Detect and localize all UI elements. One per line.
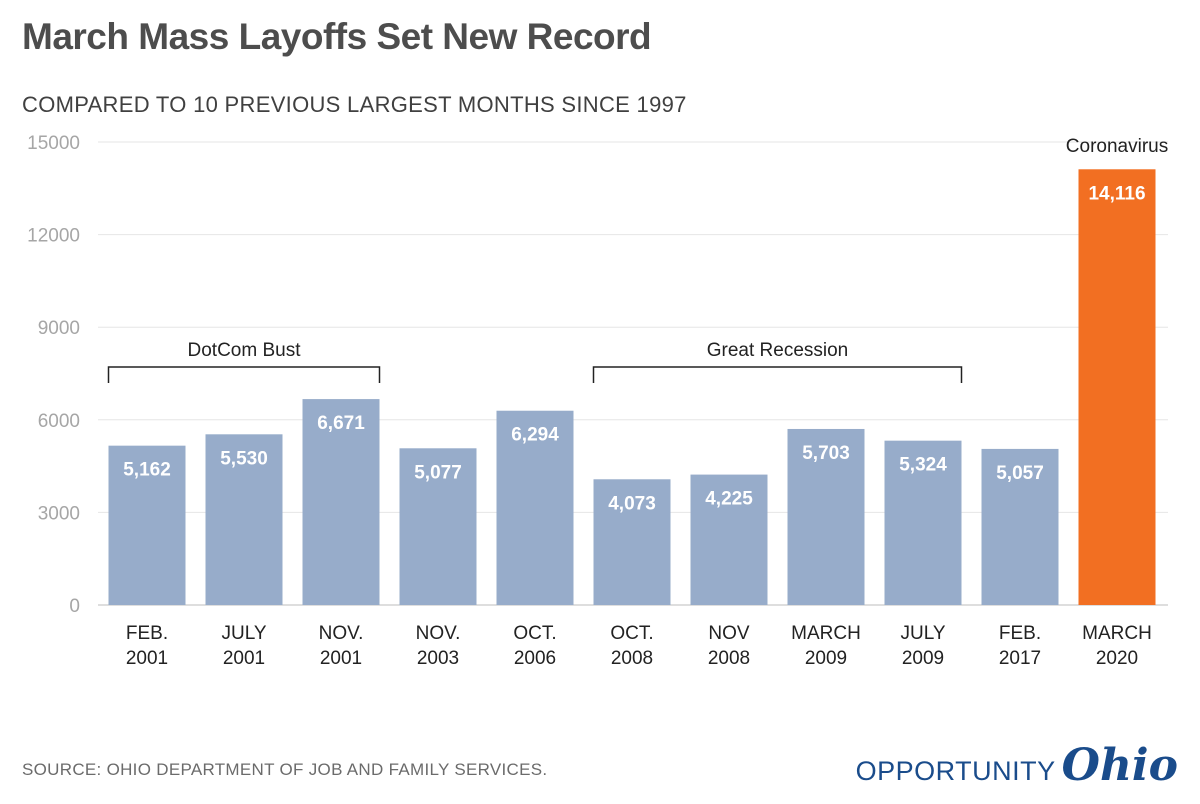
logo-script: Ohio — [1061, 740, 1178, 791]
period-bracket — [107, 366, 381, 383]
x-tick-label-year: 2001 — [320, 648, 362, 669]
bar-value-label: 5,077 — [414, 462, 462, 483]
bar — [1078, 169, 1156, 605]
bar-chart: 0 3000 6000 9000 12000 15000 5,162 FEB. 2001 5,53… — [27, 133, 1168, 669]
period-bracket-label: DotCom Bust — [188, 340, 302, 361]
bar-value-label: 5,162 — [123, 460, 171, 481]
x-tick-label-year: 2001 — [223, 648, 265, 669]
x-tick-label-month: FEB. — [999, 623, 1041, 644]
source-note: SOURCE: OHIO DEPARTMENT OF JOB AND FAMIL… — [22, 760, 548, 779]
bar — [108, 445, 186, 605]
y-tick-label: 6000 — [38, 411, 80, 432]
x-tick-label-month: MARCH — [1082, 623, 1152, 644]
bar — [690, 474, 768, 605]
bar — [302, 399, 380, 605]
y-tick-label: 12000 — [27, 226, 80, 247]
y-tick-label: 3000 — [38, 503, 80, 524]
y-tick-label: 0 — [69, 596, 80, 617]
y-tick-label: 9000 — [38, 318, 80, 339]
bar — [496, 410, 574, 605]
bar-value-label: 5,530 — [220, 448, 268, 469]
bar — [593, 479, 671, 605]
bar-value-label: 14,116 — [1088, 183, 1145, 204]
chart-subtitle: COMPARED TO 10 PREVIOUS LARGEST MONTHS S… — [22, 92, 687, 117]
x-tick-label-year: 2008 — [611, 648, 653, 669]
x-tick-label-month: JULY — [900, 623, 945, 644]
x-tick-label-month: NOV. — [319, 623, 364, 644]
x-tick-label-year: 2008 — [708, 648, 750, 669]
bar-value-label: 5,324 — [899, 455, 947, 476]
x-tick-label-month: JULY — [221, 623, 266, 644]
bar-value-label: 5,057 — [996, 463, 1044, 484]
x-tick-label-month: OCT. — [610, 623, 653, 644]
x-tick-label-year: 2006 — [514, 648, 556, 669]
chart-title: March Mass Layoffs Set New Record — [22, 16, 652, 57]
bar-value-label: 4,073 — [608, 493, 656, 514]
bar-value-label: 6,671 — [317, 413, 365, 434]
x-tick-label-year: 2009 — [902, 648, 944, 669]
x-tick-label-month: NOV. — [416, 623, 461, 644]
x-tick-label-year: 2001 — [126, 648, 168, 669]
bar — [787, 428, 865, 605]
bar-value-label: 4,225 — [705, 489, 753, 510]
bar — [205, 434, 283, 605]
bar — [981, 448, 1059, 605]
period-bracket-label: Great Recession — [707, 340, 849, 361]
bar — [399, 448, 477, 605]
x-tick-label-month: FEB. — [126, 623, 168, 644]
opportunity-ohio-logo: OPPORTUNITY Ohio — [856, 740, 1178, 791]
x-tick-label-year: 2003 — [417, 648, 459, 669]
bar — [884, 440, 962, 605]
y-tick-label: 15000 — [27, 133, 80, 154]
x-tick-label-month: MARCH — [791, 623, 861, 644]
x-tick-label-year: 2017 — [999, 648, 1041, 669]
period-bracket — [592, 366, 963, 383]
x-tick-label-year: 2020 — [1096, 648, 1138, 669]
bar-value-label: 5,703 — [802, 443, 850, 464]
coronavirus-annotation: Coronavirus — [1066, 136, 1168, 157]
x-tick-label-year: 2009 — [805, 648, 847, 669]
bar-value-label: 6,294 — [511, 425, 559, 446]
x-tick-label-month: OCT. — [513, 623, 556, 644]
logo-text: OPPORTUNITY — [855, 756, 1056, 786]
x-tick-label-month: NOV — [708, 623, 750, 644]
